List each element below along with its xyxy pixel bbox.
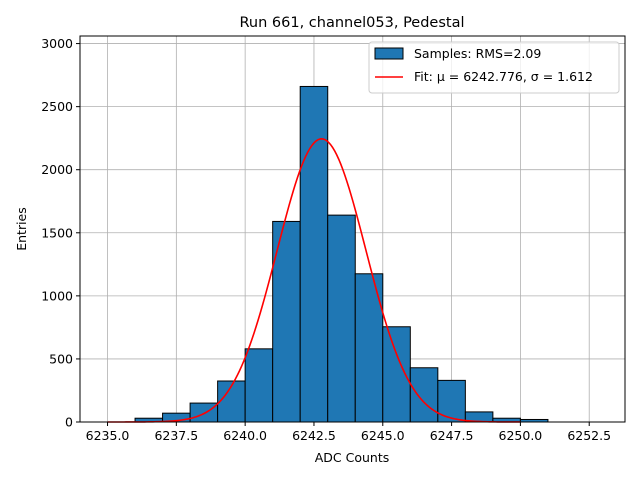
histogram-bars [134, 85, 549, 423]
histogram-bar [299, 85, 329, 423]
x-tick-label: 6240.0 [223, 428, 267, 443]
x-tick-label: 6247.5 [430, 428, 474, 443]
y-tick-label: 1500 [41, 225, 73, 240]
gaussian-fit [107, 138, 521, 423]
y-tick-label: 2500 [41, 99, 73, 114]
x-tick-label: 6235.0 [86, 428, 130, 443]
y-axis-label: Entries [14, 207, 29, 251]
y-tick-label: 2000 [41, 162, 73, 177]
histogram-bar [327, 214, 356, 423]
legend-box [368, 41, 620, 94]
chart-title: Run 661, channel053, Pedestal [239, 15, 464, 31]
legend-bars-label: Samples: RMS=2.09 [414, 46, 541, 61]
legend-bars-swatch [374, 47, 404, 60]
histogram-bar [189, 402, 219, 423]
y-axis-ticks: 0 500 1000 1500 2000 2500 3000 [41, 36, 80, 430]
x-tick-label: 6252.5 [567, 428, 611, 443]
x-tick-label: 6245.0 [361, 428, 405, 443]
x-tick-label: 6242.5 [292, 428, 336, 443]
x-tick-label: 6250.0 [499, 428, 543, 443]
x-axis-ticks: 6235.0 6237.5 6240.0 6242.5 6245.0 6247.5 6250… [86, 422, 611, 443]
histogram-bar [409, 367, 439, 423]
fit-curve [107, 138, 521, 423]
histogram-bar [217, 380, 246, 423]
legend: Samples: RMS=2.09 Fit: μ = 6242.776, σ =… [368, 41, 620, 94]
axes-frame [79, 35, 626, 423]
y-tick-label: 500 [49, 351, 73, 366]
y-tick-label: 3000 [41, 36, 73, 51]
x-tick-label: 6237.5 [154, 428, 198, 443]
y-tick-label: 1000 [41, 288, 73, 303]
histogram-bar [437, 379, 466, 423]
y-tick-label: 0 [65, 415, 73, 430]
x-axis-label: ADC Counts [315, 450, 390, 465]
legend-fit-label: Fit: μ = 6242.776, σ = 1.612 [414, 69, 593, 84]
histogram-bar [244, 348, 274, 423]
